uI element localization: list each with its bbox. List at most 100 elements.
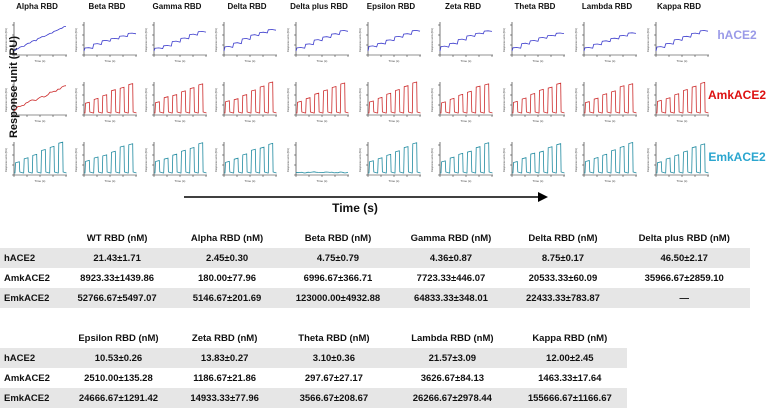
mini-y-label: Response units (RU)	[574, 88, 578, 112]
sensorgram-panel: Response units (RU) Time (s)	[74, 142, 137, 183]
series-line-amkace2	[584, 83, 637, 114]
mini-x-label: Time (s)	[105, 179, 116, 183]
series-line-emkace2	[224, 142, 277, 174]
sensorgram-panel: Response units (RU) Time (s)	[502, 22, 565, 63]
sensorgram-panel: Response units (RU) Time (s)	[4, 82, 67, 123]
table-cell: 10.53±0.26	[63, 348, 174, 368]
kd-table-1: WT RBD (nM) Alpha RBD (nM) Beta RBD (nM) Ga…	[0, 228, 750, 308]
sensorgram-panel: Response units (RU) Time (s)	[74, 82, 137, 123]
mini-x-label: Time (s)	[105, 59, 116, 63]
mini-x-label: Time (s)	[533, 119, 544, 123]
series-line-hace2	[655, 30, 709, 52]
series-line-hace2	[153, 30, 207, 52]
table-cell: 8.75±0.17	[507, 248, 619, 268]
mini-y-label: Response units (RU)	[502, 88, 506, 112]
table-cell: 8923.33±1439.86	[80, 272, 155, 284]
series-line-hace2	[583, 32, 637, 52]
table-cell: 21.57±3.09	[392, 348, 513, 368]
table-header-cell	[0, 328, 63, 348]
series-line-emkace2	[584, 141, 637, 174]
row-header-cell: EmkACE2	[0, 288, 62, 308]
sensorgram-panel: Response units (RU) Time (s)	[502, 142, 565, 183]
mini-y-label: Response units (RU)	[574, 28, 578, 52]
table-cell: 3626.67±84.13	[420, 372, 485, 384]
table-cell: 6996.67±366.71	[303, 272, 373, 284]
mini-x-label: Time (s)	[175, 179, 186, 183]
series-line-emkace2	[512, 143, 565, 174]
table-header-cell: Epsilon RBD (nM)	[78, 332, 159, 344]
sensorgram-panel: Response units (RU) Time (s)	[286, 142, 349, 183]
mini-x-label: Time (s)	[389, 119, 400, 123]
series-line-hace2	[13, 26, 67, 52]
table-header-cell: Lambda RBD (nM)	[411, 332, 494, 344]
mini-x-label: Time (s)	[35, 179, 46, 183]
mini-y-label: Response units (RU)	[144, 88, 148, 112]
mini-axes	[153, 22, 207, 56]
mini-y-label: Response units (RU)	[144, 28, 148, 52]
mini-x-label: Time (s)	[461, 59, 472, 63]
table-cell: 123000.00±4932.88	[281, 288, 395, 308]
series-line-amkace2	[512, 82, 565, 114]
table-cell: 3566.67±208.67	[275, 388, 393, 408]
mini-x-label: Time (s)	[533, 59, 544, 63]
table-cell: 5146.67±201.69	[172, 288, 282, 308]
mini-y-label: Response units (RU)	[502, 148, 506, 172]
series-line-hace2	[83, 32, 137, 52]
sensorgram-panel: Response units (RU) Time (s)	[574, 82, 637, 123]
mini-y-label: Response units (RU)	[214, 88, 218, 112]
row-header-cell: hACE2	[0, 348, 64, 368]
table-header-cell: Gamma RBD (nM)	[410, 232, 492, 244]
row-header-cell: hACE2	[0, 248, 62, 268]
mini-x-label: Time (s)	[389, 179, 400, 183]
sensorgram-panel: Response units (RU) Time (s)	[286, 22, 349, 63]
mini-x-label: Time (s)	[677, 179, 688, 183]
mini-x-label: Time (s)	[317, 179, 328, 183]
mini-y-label: Response units (RU)	[358, 28, 362, 52]
mini-x-label: Time (s)	[35, 119, 46, 123]
mini-x-label: Time (s)	[35, 59, 46, 63]
series-line-amkace2	[440, 83, 493, 114]
sensorgram-panel: Response units (RU) Time (s)	[574, 141, 637, 183]
table-cell: 20533.33±60.09	[528, 272, 598, 284]
table-header-cell: Delta plus RBD (nM)	[638, 232, 730, 244]
mini-x-label: Time (s)	[461, 119, 472, 123]
sensorgram-panel: Response units (RU) Time (s)	[574, 22, 637, 63]
table-header-cell: Kappa RBD (nM)	[532, 332, 608, 344]
mini-y-label: Response units (RU)	[430, 88, 434, 112]
row-header-cell: EmkACE2	[0, 388, 64, 408]
mini-y-label: Response units (RU)	[74, 28, 78, 52]
table-header-cell	[0, 228, 62, 248]
table-cell: 52766.67±5497.07	[61, 288, 173, 308]
mini-x-label: Time (s)	[245, 119, 256, 123]
table-header-cell: WT RBD (nM)	[86, 232, 148, 244]
table-cell: 180.00±77.96	[198, 272, 257, 284]
mini-x-label: Time (s)	[105, 119, 116, 123]
table-header-row: WT RBD (nM) Alpha RBD (nM) Beta RBD (nM) Ga…	[0, 228, 750, 248]
kd-table-2: Epsilon RBD (nM) Zeta RBD (nM) Theta RBD (…	[0, 328, 627, 408]
table-cell: —	[618, 288, 750, 308]
mini-y-label: Response units (RU)	[286, 88, 290, 112]
sensorgram-panel: Response units (RU) Time (s)	[430, 82, 493, 123]
table-header-cell: Zeta RBD (nM)	[191, 332, 258, 344]
series-line-amkace2	[13, 85, 67, 112]
mini-y-label: Response units (RU)	[286, 28, 290, 52]
mini-y-label: Response units (RU)	[4, 88, 8, 112]
sensorgram-panel: Response units (RU) Time (s)	[646, 22, 709, 63]
series-line-emkace2	[14, 141, 67, 174]
series-line-emkace2	[84, 143, 137, 174]
column-title: Delta plus RBD	[290, 2, 348, 11]
table-cell: 155666.67±1166.67	[512, 388, 627, 408]
sensorgram-panel: Response units (RU) Time (s)	[214, 142, 277, 183]
sensorgram-panel: Response units (RU) Time (s)	[144, 22, 207, 63]
mini-y-label: Response units (RU)	[646, 148, 650, 172]
sensorgram-panel: Response units (RU) Time (s)	[646, 81, 709, 123]
mini-y-label: Response units (RU)	[502, 28, 506, 52]
mini-y-label: Response units (RU)	[430, 148, 434, 172]
sensorgram-panel: Response units (RU) Time (s)	[502, 82, 565, 123]
table-cell: 2.45±0.30	[172, 248, 282, 268]
series-line-emkace2	[656, 143, 709, 174]
mini-x-label: Time (s)	[175, 59, 186, 63]
table-cell: 3.10±0.36	[275, 348, 393, 368]
mini-x-label: Time (s)	[461, 179, 472, 183]
